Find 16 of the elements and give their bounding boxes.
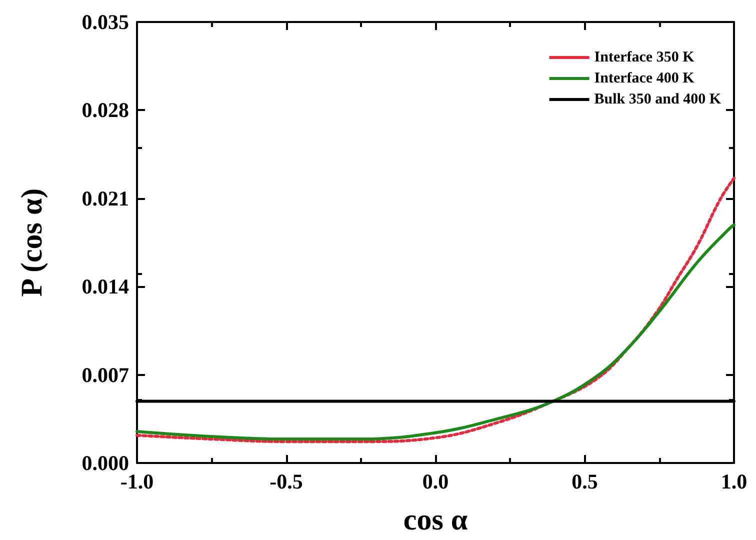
x-tick-label: -0.5 [270, 470, 303, 494]
x-tick-label: 1.0 [720, 470, 748, 494]
y-tick-label: 0.014 [82, 274, 130, 299]
x-tick-label: 0.0 [422, 470, 449, 494]
line-series [136, 223, 736, 441]
y-tick-label: 0.035 [82, 10, 129, 34]
line-series [136, 176, 736, 444]
legend-label: Bulk 350 and 400 K [594, 92, 722, 108]
y-tick-label: 0.028 [82, 98, 129, 122]
y-tick-label: 0.007 [82, 362, 129, 387]
y-axis-title: P (cos α) [16, 188, 48, 297]
x-axis-title: cos α [403, 504, 468, 536]
legend-label: Interface 350 K [594, 50, 695, 66]
x-tick-label: 0.5 [572, 470, 598, 494]
y-tick-label: 0.021 [82, 186, 129, 210]
legend-label: Interface 400 K [594, 70, 695, 86]
